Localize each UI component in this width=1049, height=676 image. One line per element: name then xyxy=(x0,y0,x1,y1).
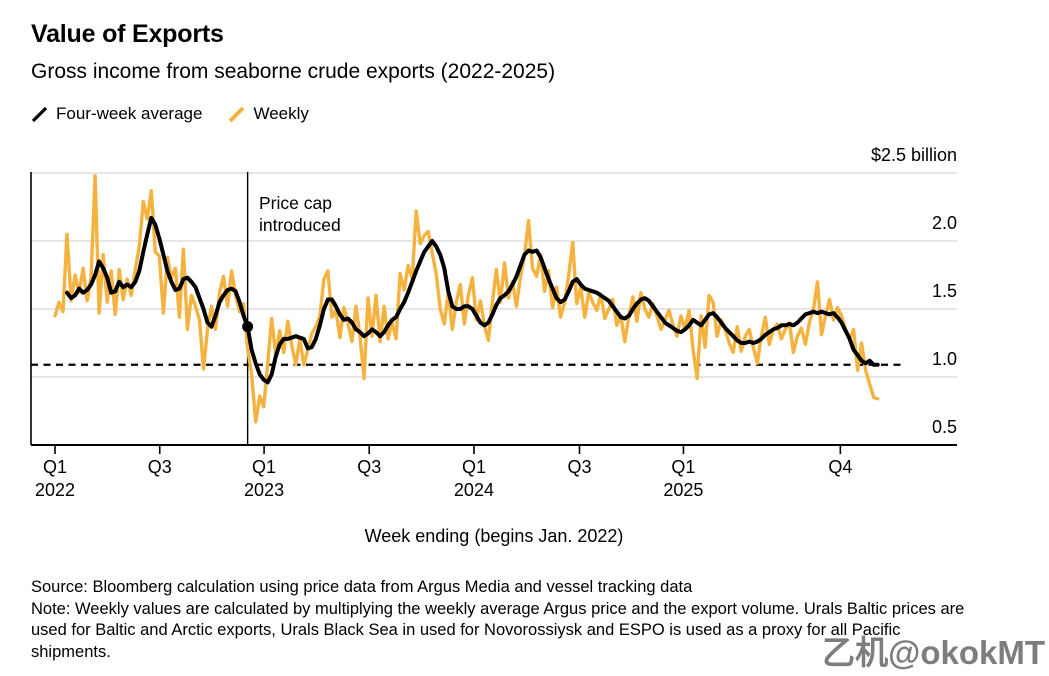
y-tick-label: 1.0 xyxy=(931,349,957,369)
page-title: Value of Exports xyxy=(31,20,224,48)
price-cap-annotation: Price cap introduced xyxy=(259,192,341,236)
x-tick-year: 2025 xyxy=(663,480,704,500)
x-tick-year: 2022 xyxy=(34,480,76,500)
x-tick-quarter: Q1 xyxy=(671,457,696,477)
x-tick-label: Q3 xyxy=(327,456,411,479)
footer-notes: Source: Bloomberg calculation using pric… xyxy=(31,577,969,663)
x-tick-label: Q3 xyxy=(118,456,202,479)
y-tick-label: 1.5 xyxy=(931,281,957,301)
yellow-slash-icon xyxy=(228,106,245,123)
x-tick-label: Q1 2023 xyxy=(222,456,306,502)
x-tick-label: Q4 xyxy=(798,456,882,479)
x-tick-quarter: Q3 xyxy=(147,457,172,477)
x-tick-label: Q3 xyxy=(537,456,621,479)
x-tick-quarter: Q1 xyxy=(461,457,486,477)
x-tick-year: 2024 xyxy=(453,480,494,500)
x-tick-quarter: Q3 xyxy=(567,457,592,477)
watermark: 乙机@okokMT xyxy=(822,634,1045,671)
series-weekly xyxy=(53,174,880,424)
x-axis-title: Week ending (begins Jan. 2022) xyxy=(364,526,624,546)
x-tick-quarter: Q1 xyxy=(252,457,277,477)
x-tick-quarter: Q1 xyxy=(42,457,67,477)
legend-label-weekly: Weekly xyxy=(253,104,309,123)
x-tick-quarter: Q4 xyxy=(828,457,853,477)
x-tick-label: Q1 2025 xyxy=(641,456,725,502)
black-slash-icon xyxy=(31,106,48,123)
price-cap-marker-dot xyxy=(242,321,254,333)
y-tick-label: $2.5 billion xyxy=(870,145,957,165)
x-tick-year: 2023 xyxy=(244,480,285,500)
chart-subtitle: Gross income from seaborne crude exports… xyxy=(31,60,556,83)
legend-item-four-week-average: Four-week average xyxy=(31,104,202,124)
legend: Four-week average Weekly xyxy=(31,104,309,124)
source-text: Source: Bloomberg calculation using pric… xyxy=(31,578,693,596)
y-tick-label: 0.5 xyxy=(931,417,957,437)
legend-label-average: Four-week average xyxy=(56,104,203,123)
y-tick-label: 2.0 xyxy=(931,213,957,233)
legend-item-weekly: Weekly xyxy=(228,104,309,124)
series-four-week-average xyxy=(65,215,880,385)
annotation-line-1: Price cap xyxy=(259,193,332,213)
note-text: Note: Weekly values are calculated by mu… xyxy=(31,599,965,661)
x-tick-label: Q1 2022 xyxy=(13,456,97,502)
x-tick-quarter: Q3 xyxy=(357,457,382,477)
annotation-line-2: introduced xyxy=(259,215,341,235)
x-tick-label: Q1 2024 xyxy=(432,456,516,502)
